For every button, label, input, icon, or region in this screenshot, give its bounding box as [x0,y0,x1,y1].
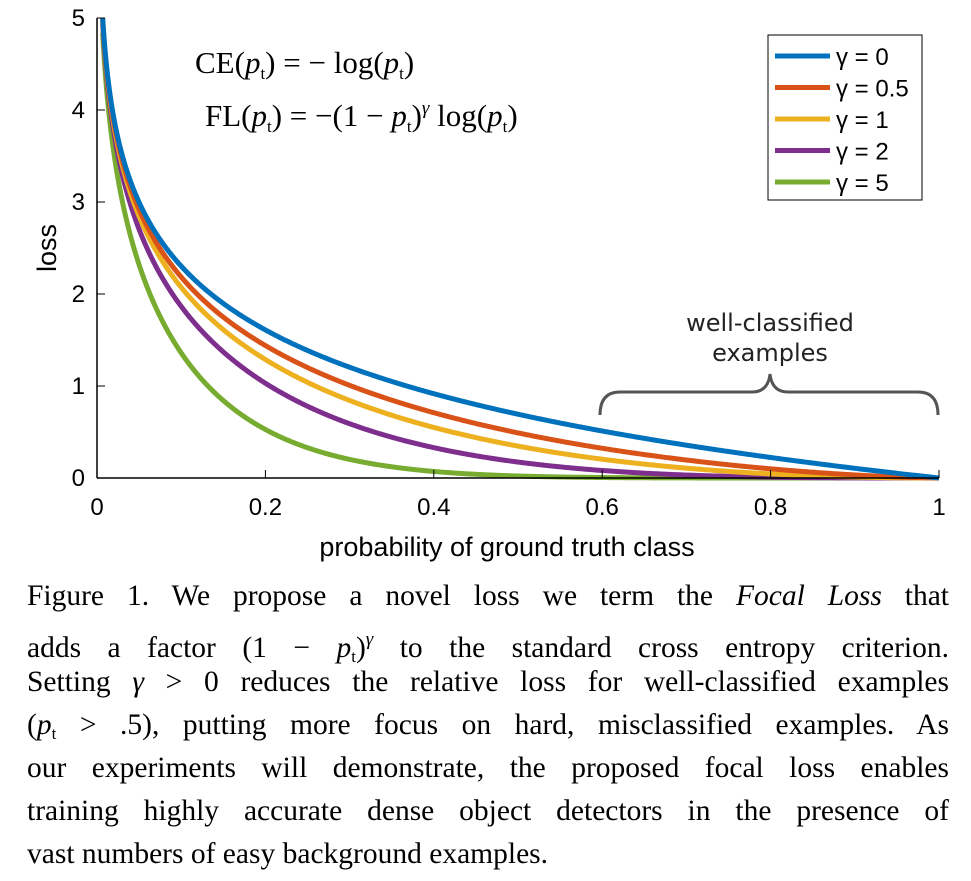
text-segment: ) [507,98,518,133]
text-segment: t [267,117,272,136]
legend-label: γ = 2 [836,139,889,166]
text-segment: CE( [195,45,245,80]
text-segment: t [260,64,266,83]
legend: γ = 0 γ = 0.5 γ = 1 γ = 2 γ = 5 [767,34,923,201]
text-segment: vast numbers of easy background examples… [27,838,549,870]
x-axis-label: probability of ground truth class [319,532,694,562]
text-segment: ) = −(1 − [271,98,392,133]
legend-label: γ = 0.5 [836,76,909,103]
text-segment: γ [365,629,374,650]
caption-line: (pt > .5), putting more focus on hard, m… [27,704,949,747]
text-segment: Figure 1. We propose a novel loss we ter… [27,580,736,612]
text-segment: ) [355,632,366,664]
y-tick-label: 4 [72,97,85,124]
annotation-line1: well-classified [686,309,854,337]
text-segment: ( [27,709,37,741]
legend-label: γ = 0 [836,44,889,71]
text-segment: t [502,117,508,136]
text-segment: ) [403,45,415,80]
caption-line: our experiments will demonstrate, the pr… [27,747,949,790]
text-segment: p [251,98,268,133]
text-segment: p [336,632,352,664]
text-segment: ) = − log( [265,45,384,80]
x-tick-label: 0 [90,494,103,521]
caption-line: Setting γ > 0 reduces the relative loss … [27,661,949,704]
y-tick-label: 3 [72,189,85,216]
focal-loss-chart: 0 0.2 0.4 0.6 0.8 1 0 1 2 3 4 5 probability of grou… [32,5,946,562]
text-segment: log( [429,98,488,133]
text-segment: t [399,64,404,83]
x-tick-label: 1 [932,494,945,521]
y-axis-label: loss [32,224,62,272]
text-segment: that [881,580,949,612]
legend-label: γ = 1 [836,107,889,134]
y-tick-label: 2 [72,281,85,308]
text-segment: our experiments will demonstrate, the pr… [27,752,949,784]
ticks: 0 0.2 0.4 0.6 0.8 1 0 1 2 3 4 5 [72,5,946,521]
figure-caption: Figure 1. We propose a novel loss we ter… [27,575,949,876]
legend-label: γ = 5 [836,170,889,197]
text-segment: p [487,98,503,133]
text-segment: adds a factor (1 − [27,632,337,664]
text-segment: > 0 reduces the relative loss for well-c… [143,666,949,698]
text-segment: FL( [205,98,252,133]
x-tick-label: 0.6 [586,494,619,521]
text-segment: p [383,45,400,80]
text-segment: > .5), putting more focus on hard, miscl… [56,709,949,741]
series-line-gamma-2 [100,24,939,481]
text-segment: p [244,45,261,80]
fl-formula: FL(pt) = −(1 − pt)γ log(pt) [205,98,518,137]
annotation-line2: examples [712,339,828,367]
x-tick-label: 0.4 [417,494,450,521]
y-tick-label: 5 [72,5,85,32]
series-line-gamma-1 [100,20,939,481]
text-segment: p [391,98,407,133]
x-tick-label: 0.2 [249,494,282,521]
caption-line: adds a factor (1 − pt)γ to the standard … [27,618,949,666]
text-segment: p [36,709,52,741]
series-line-gamma-0 [100,17,940,481]
series-line-gamma-0.5 [100,19,940,481]
text-segment: γ [132,666,144,698]
text-segment: to the standard cross entropy criterion. [373,632,949,664]
text-segment: Focal Loss [735,580,882,612]
brace [598,373,940,416]
caption-line: Figure 1. We propose a novel loss we ter… [27,575,949,618]
text-segment: training highly accurate dense object de… [27,795,949,827]
text-segment: γ [421,98,430,119]
well-classified-annotation: well-classified examples [598,309,940,416]
caption-line: vast numbers of easy background examples… [27,833,949,876]
ce-formula: CE(pt) = − log(pt) [195,45,414,84]
x-tick-label: 0.8 [754,494,787,521]
caption-line: training highly accurate dense object de… [27,790,949,833]
y-tick-label: 0 [72,465,85,492]
text-segment: t [406,117,412,136]
y-tick-label: 1 [72,373,85,400]
text-segment: t [351,647,356,666]
text-segment: t [51,724,57,743]
text-segment: ) [411,98,422,133]
text-segment: Setting [27,666,133,698]
